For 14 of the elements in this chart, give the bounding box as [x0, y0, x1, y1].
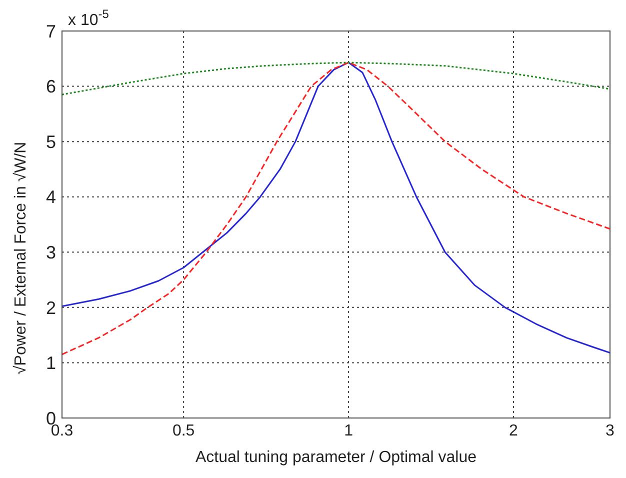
y-tick-label: 5: [46, 132, 56, 152]
x-axis-title: Actual tuning parameter / Optimal value: [195, 449, 477, 466]
x-tick-label: 3: [606, 422, 615, 440]
x-tick-label: 2: [509, 422, 518, 440]
text: x 10$^{-5}$: [68, 7, 110, 29]
y-tick-label: 3: [46, 242, 56, 263]
x-tick-label: 1: [344, 422, 354, 440]
y-axis-title: √Power / External Force in √W/N: [12, 142, 30, 374]
y-tick-label: 7: [46, 21, 56, 42]
y-tick-label: 4: [46, 187, 56, 208]
y-tick-label: 2: [46, 298, 56, 318]
y-tick-label: 1: [46, 353, 56, 374]
x-tick-label: 0.5: [172, 422, 195, 440]
y-tick-label: 6: [46, 76, 56, 97]
